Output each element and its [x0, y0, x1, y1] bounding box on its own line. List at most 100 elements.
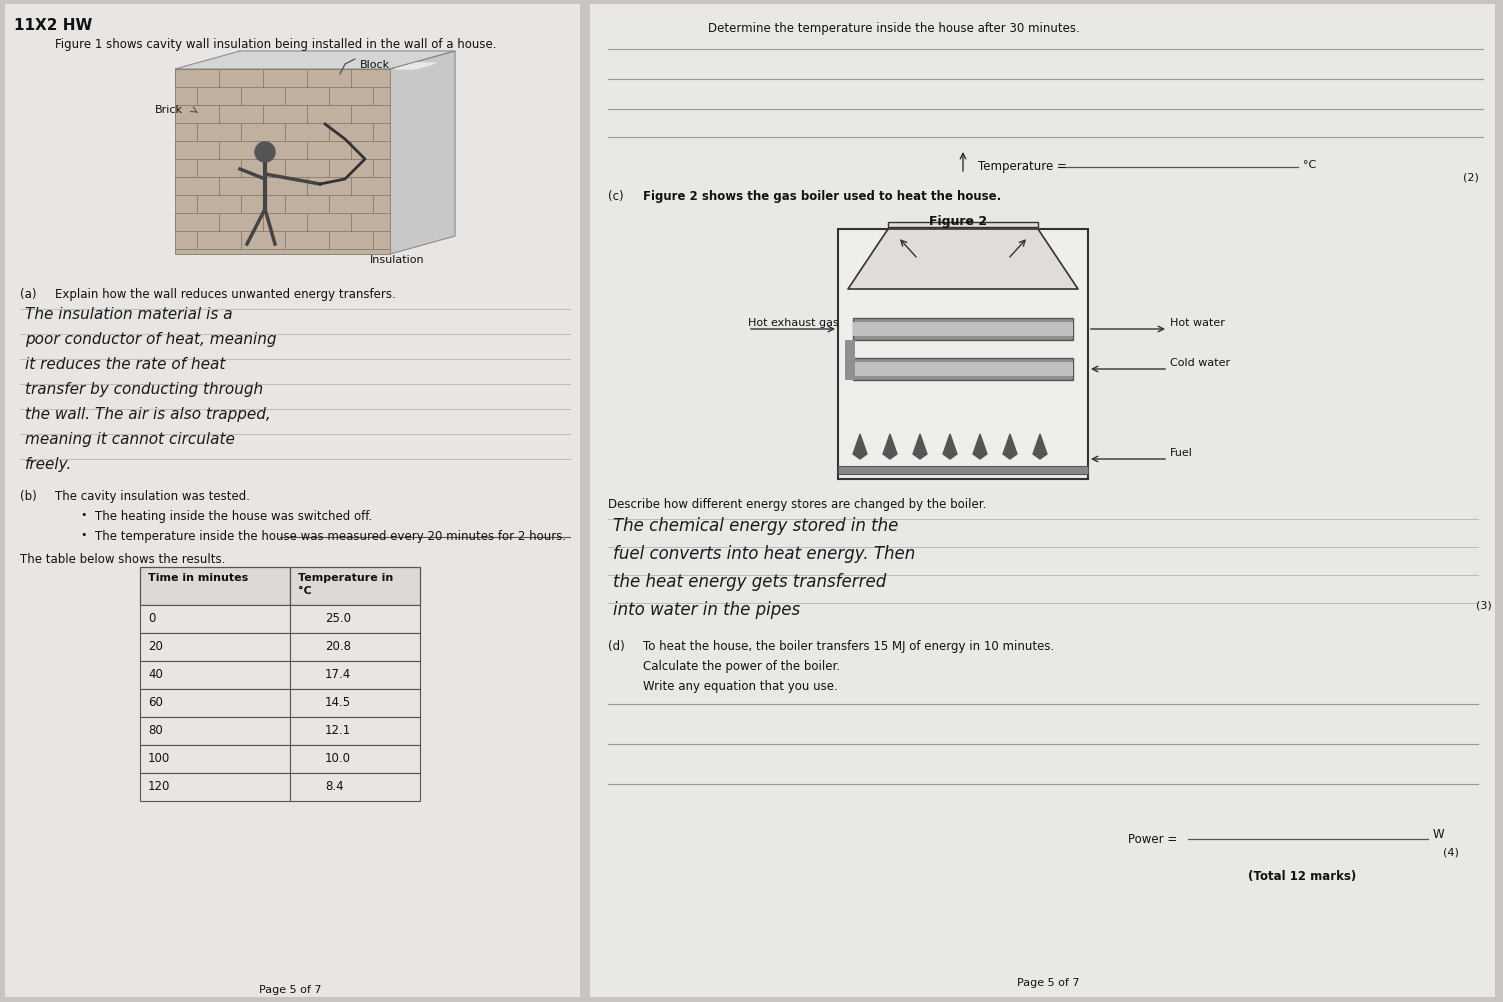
Polygon shape [1003, 435, 1018, 460]
Text: 20: 20 [147, 639, 162, 652]
Text: 10.0: 10.0 [325, 752, 352, 765]
Text: Time in minutes: Time in minutes [147, 572, 248, 582]
Text: 12.1: 12.1 [325, 723, 352, 736]
Bar [290, 633, 419, 661]
Text: transfer by conducting through: transfer by conducting through [26, 382, 263, 397]
Bar [290, 774, 419, 802]
Text: (4): (4) [1443, 847, 1459, 857]
Bar [290, 567, 419, 605]
Bar [140, 745, 290, 774]
Text: 20.8: 20.8 [325, 639, 352, 652]
Text: poor conductor of heat, meaning: poor conductor of heat, meaning [26, 332, 277, 347]
Bar [854, 363, 1073, 377]
Text: (a): (a) [20, 288, 36, 301]
Bar [845, 341, 855, 381]
Text: (c): (c) [609, 189, 624, 202]
Text: W: W [1432, 828, 1444, 840]
Text: 100: 100 [147, 752, 170, 765]
Text: Temperature =: Temperature = [978, 160, 1067, 172]
Text: Write any equation that you use.: Write any equation that you use. [643, 679, 837, 692]
Text: into water in the pipes: into water in the pipes [613, 600, 800, 618]
Text: Calculate the power of the boiler.: Calculate the power of the boiler. [643, 659, 840, 672]
Text: •: • [80, 529, 87, 539]
Polygon shape [1033, 435, 1048, 460]
Text: To heat the house, the boiler transfers 15 MJ of energy in 10 minutes.: To heat the house, the boiler transfers … [643, 639, 1054, 652]
Bar [290, 689, 419, 717]
Bar [888, 222, 1039, 227]
Text: Power =: Power = [1127, 833, 1177, 845]
Text: (Total 12 marks): (Total 12 marks) [1247, 869, 1356, 882]
Text: it reduces the rate of heat: it reduces the rate of heat [26, 357, 225, 372]
Bar [839, 467, 1088, 475]
Bar [140, 633, 290, 661]
Text: 120: 120 [147, 780, 170, 793]
Text: 0: 0 [147, 611, 155, 624]
Polygon shape [882, 435, 897, 460]
Text: Brick: Brick [155, 105, 183, 115]
Text: meaning it cannot circulate: meaning it cannot circulate [26, 432, 234, 447]
Text: °C: °C [298, 585, 311, 595]
Text: 8.4: 8.4 [325, 780, 344, 793]
Polygon shape [972, 435, 987, 460]
Text: Hot water: Hot water [1169, 318, 1225, 328]
Polygon shape [942, 435, 957, 460]
Text: The cavity insulation was tested.: The cavity insulation was tested. [56, 490, 249, 502]
Bar [140, 689, 290, 717]
Text: (3): (3) [1476, 600, 1492, 610]
Text: 17.4: 17.4 [325, 667, 352, 680]
Bar [140, 774, 290, 802]
Polygon shape [848, 229, 1078, 290]
Polygon shape [912, 435, 927, 460]
Text: Block: Block [361, 60, 391, 70]
Text: 80: 80 [147, 723, 162, 736]
Text: 14.5: 14.5 [325, 695, 352, 708]
Bar [854, 323, 1073, 337]
Bar [839, 229, 1088, 480]
Text: (d): (d) [609, 639, 625, 652]
Polygon shape [395, 64, 436, 70]
Bar [140, 605, 290, 633]
Bar [140, 661, 290, 689]
Text: Temperature in: Temperature in [298, 572, 394, 582]
Text: freely.: freely. [26, 457, 72, 472]
Text: fuel converts into heat energy. Then: fuel converts into heat energy. Then [613, 544, 915, 562]
Polygon shape [174, 52, 455, 70]
Bar [290, 605, 419, 633]
Text: Determine the temperature inside the house after 30 minutes.: Determine the temperature inside the hou… [708, 22, 1079, 35]
Text: •: • [80, 509, 87, 519]
Text: Explain how the wall reduces unwanted energy transfers.: Explain how the wall reduces unwanted en… [56, 288, 395, 301]
Text: (2): (2) [1462, 171, 1479, 181]
Text: The table below shows the results.: The table below shows the results. [20, 552, 225, 565]
Bar [290, 717, 419, 745]
Text: 40: 40 [147, 667, 162, 680]
Circle shape [256, 143, 275, 163]
Text: Figure 1 shows cavity wall insulation being installed in the wall of a house.: Figure 1 shows cavity wall insulation be… [56, 38, 496, 51]
Bar [140, 567, 290, 605]
Text: Figure 2 shows the gas boiler used to heat the house.: Figure 2 shows the gas boiler used to he… [643, 189, 1001, 202]
Text: the heat energy gets transferred: the heat energy gets transferred [613, 572, 887, 590]
Bar [290, 661, 419, 689]
Text: Page 5 of 7: Page 5 of 7 [259, 984, 322, 994]
Bar [174, 70, 389, 255]
Text: 60: 60 [147, 695, 162, 708]
Text: The chemical energy stored in the: The chemical energy stored in the [613, 516, 899, 534]
Text: Insulation: Insulation [370, 255, 425, 265]
Bar [140, 717, 290, 745]
Text: The insulation material is a: The insulation material is a [26, 307, 233, 322]
Text: Fuel: Fuel [1169, 448, 1193, 458]
Text: Hot exhaust gas: Hot exhaust gas [748, 318, 839, 328]
Text: The temperature inside the house was measured every 20 minutes for 2 hours.: The temperature inside the house was mea… [95, 529, 567, 542]
Bar [290, 745, 419, 774]
Text: Cold water: Cold water [1169, 358, 1229, 368]
Text: 25.0: 25.0 [325, 611, 352, 624]
Text: (b): (b) [20, 490, 36, 502]
Text: Figure 2: Figure 2 [929, 214, 987, 227]
Text: 11X2 HW: 11X2 HW [14, 18, 92, 33]
Text: The heating inside the house was switched off.: The heating inside the house was switche… [95, 509, 373, 522]
Bar [5, 5, 580, 997]
Text: Describe how different energy stores are changed by the boiler.: Describe how different energy stores are… [609, 498, 986, 510]
Text: the wall. The air is also trapped,: the wall. The air is also trapped, [26, 407, 271, 422]
Text: Page 5 of 7: Page 5 of 7 [1016, 977, 1079, 987]
Bar [591, 5, 1495, 997]
Polygon shape [854, 435, 867, 460]
